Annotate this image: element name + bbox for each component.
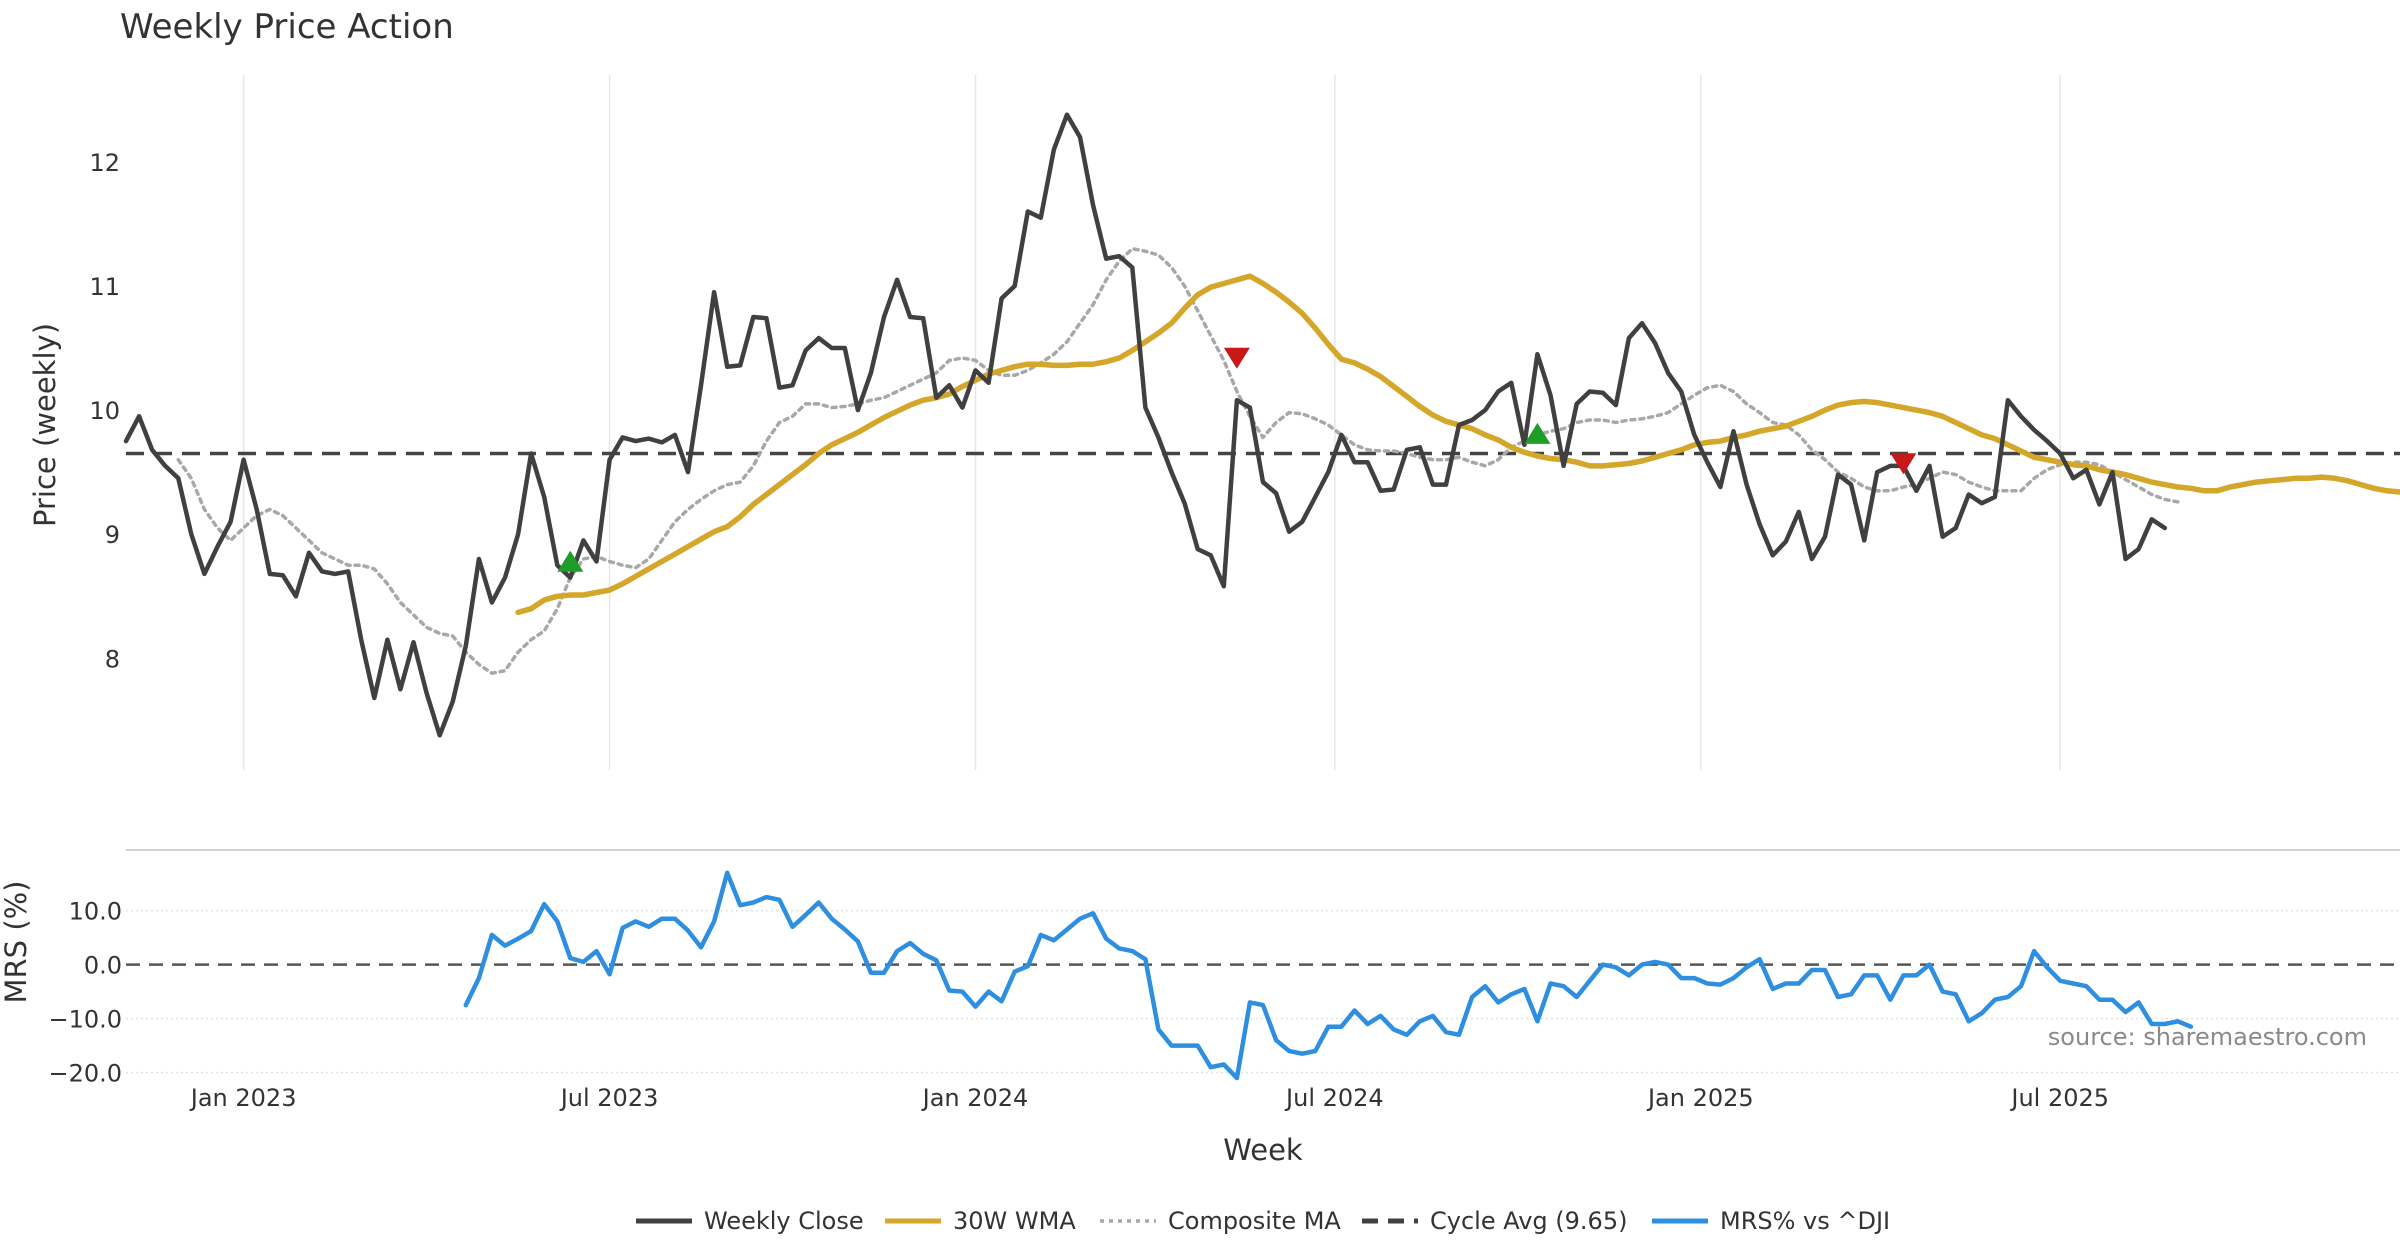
signal-sell-3: [1890, 453, 1917, 475]
x-axis-ticks: Jan 2023 Jul 2023 Jan 2024 Jul 2024 Jan 2025…: [189, 1084, 2109, 1112]
signal-buy-2: [1524, 422, 1551, 444]
series-weekly-close: [123, 112, 2168, 738]
mrs-y-tick-0: 10.0: [69, 898, 122, 926]
x-tick-jan-2024: Jan 2024: [921, 1084, 1029, 1112]
series-30w-wma: [515, 273, 2400, 616]
legend-label-weekly-close: Weekly Close: [704, 1207, 864, 1235]
x-tick-jul-2023: Jul 2023: [559, 1084, 659, 1112]
price-y-tick-11: 11: [89, 273, 120, 301]
chart-title: Weekly Price Action: [120, 7, 454, 47]
signal-buy-0: [557, 550, 584, 572]
x-tick-jan-2025: Jan 2025: [1646, 1084, 1754, 1112]
mrs-series-lines: [463, 870, 2194, 1081]
price-series-lines: [123, 112, 2400, 738]
price-panel-gridlines: [242, 75, 2061, 770]
mrs-y-ticks: 10.0 0.0 −10.0 −20.0: [48, 898, 122, 1088]
price-y-ticks: 8 9 10 11 12: [89, 149, 120, 673]
price-y-axis-label: Price (weekly): [28, 323, 62, 527]
price-y-tick-10: 10: [89, 397, 120, 425]
x-tick-jul-2025: Jul 2025: [2009, 1084, 2109, 1112]
mrs-y-tick-3: −20.0: [48, 1060, 122, 1088]
price-y-tick-12: 12: [89, 149, 120, 177]
x-axis-label: Week: [1223, 1133, 1303, 1167]
legend-label-30w-wma: 30W WMA: [953, 1207, 1076, 1235]
legend: Weekly Close 30W WMA Composite MA Cycle …: [636, 1207, 1890, 1235]
legend-label-composite-ma: Composite MA: [1168, 1207, 1341, 1235]
mrs-y-tick-2: −10.0: [48, 1006, 122, 1034]
source-text: source: sharemaestro.com: [2048, 1023, 2367, 1051]
legend-label-cycle-avg: Cycle Avg (9.65): [1430, 1207, 1627, 1235]
price-y-tick-9: 9: [105, 521, 120, 549]
x-tick-jul-2024: Jul 2024: [1284, 1084, 1384, 1112]
signal-markers: [557, 347, 1917, 572]
mrs-y-tick-1: 0.0: [84, 952, 122, 980]
series-composite-ma: [176, 246, 2180, 675]
x-tick-jan-2023: Jan 2023: [189, 1084, 297, 1112]
price-y-tick-8: 8: [105, 645, 120, 673]
signal-sell-1: [1223, 347, 1250, 369]
legend-label-mrs: MRS% vs ^DJI: [1720, 1207, 1890, 1235]
series-mrs-vs-dji: [463, 870, 2194, 1081]
mrs-y-axis-label: MRS (%): [0, 881, 33, 1004]
mrs-panel-gridlines: [126, 909, 2400, 1074]
